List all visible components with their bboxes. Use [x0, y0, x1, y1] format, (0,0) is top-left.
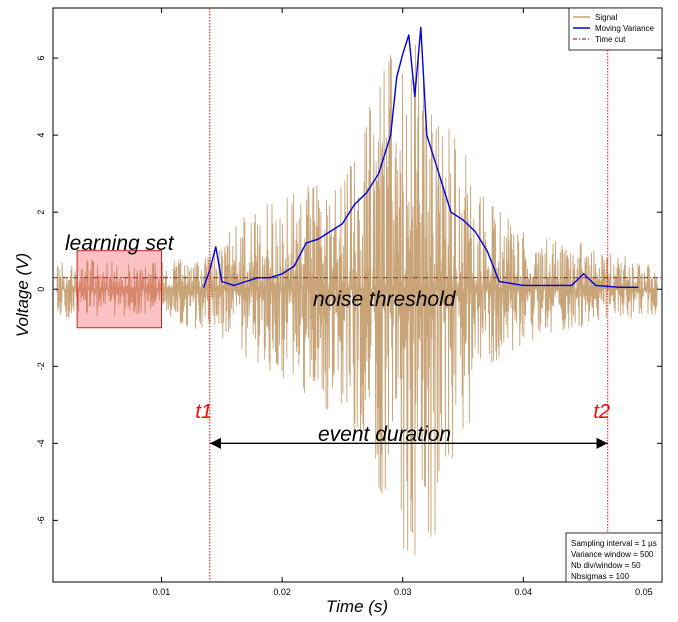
axis-ticks: 0.01 0.02 0.03 0.04 0.05 -6 -4 -2 0 2 4 6	[36, 8, 662, 597]
event-duration-label: event duration	[318, 423, 451, 446]
y-tick-label: 2	[36, 210, 46, 215]
moving-variance-point	[221, 280, 223, 283]
moving-variance-point	[570, 284, 573, 286]
moving-variance-point	[305, 242, 307, 244]
moving-variance-point	[269, 277, 271, 279]
moving-variance-point	[353, 203, 356, 206]
legend: Signal Moving Variance Time cut	[568, 7, 663, 51]
moving-variance-point	[317, 238, 319, 240]
moving-variance-point	[462, 219, 464, 221]
learning-set-box	[76, 250, 163, 329]
y-tick-label: 0	[36, 287, 46, 292]
info-box: Sampling interval = 1 µs Variance window…	[565, 532, 663, 583]
moving-variance-point	[257, 277, 259, 279]
x-tick-label: 0.03	[394, 587, 412, 597]
noise-threshold-label: noise threshold	[313, 288, 457, 311]
moving-variance-point	[583, 273, 585, 275]
marker-label-t1: t1	[195, 401, 212, 423]
moving-variance-point	[546, 284, 549, 286]
y-tick-label: -2	[36, 362, 46, 370]
learning-set-label: learning set	[65, 232, 175, 255]
info-variance-window: Variance window = 500	[571, 550, 654, 559]
info-nbsigmas: Nbsigmas = 100	[571, 572, 630, 581]
y-tick-label: 4	[36, 133, 46, 138]
moving-variance-point	[341, 223, 344, 225]
moving-variance-line	[203, 27, 638, 288]
moving-variance-point	[396, 76, 398, 78]
plot-frame	[52, 7, 663, 583]
marker-label-t2: t2	[593, 401, 610, 423]
moving-variance-point	[378, 173, 380, 175]
moving-variance-point	[329, 230, 331, 233]
moving-variance-point	[486, 250, 488, 252]
moving-variance-point	[522, 284, 524, 286]
moving-variance-point	[293, 265, 295, 267]
moving-variance-point	[438, 173, 440, 175]
legend-label-time-cut: Time cut	[595, 35, 626, 44]
moving-variance-point	[619, 286, 621, 288]
moving-variance-point	[637, 286, 639, 288]
moving-variance-point	[450, 211, 452, 213]
x-tick-label: 0.01	[153, 587, 171, 597]
x-tick-label: 0.05	[635, 587, 653, 597]
y-tick-label: -6	[36, 516, 46, 524]
legend-label-signal: Signal	[595, 13, 617, 22]
moving-variance-point	[474, 230, 476, 233]
x-axis-title: Time (s)	[326, 597, 388, 616]
moving-variance-point	[498, 280, 500, 283]
info-box-frame	[565, 532, 663, 583]
moving-variance-point	[414, 96, 416, 98]
moving-variance-point	[402, 53, 404, 55]
moving-variance-point	[426, 134, 428, 136]
x-tick-label: 0.04	[515, 587, 533, 597]
moving-variance-point	[390, 134, 392, 136]
moving-variance-point	[365, 192, 368, 194]
moving-variance-point	[245, 280, 247, 283]
moving-variance-point	[408, 34, 410, 36]
info-sampling-interval: Sampling interval = 1 µs	[571, 539, 657, 548]
moving-variance-point	[233, 284, 235, 286]
moving-variance-point	[420, 26, 422, 28]
moving-variance-point	[595, 284, 597, 286]
y-axis-title: Voltage (V)	[13, 253, 32, 337]
moving-variance-point	[203, 286, 205, 288]
moving-variance-point	[215, 246, 217, 248]
x-tick-label: 0.02	[273, 587, 291, 597]
moving-variance-point	[281, 273, 283, 275]
info-nb-div-window: Nb div/window = 50	[571, 561, 641, 570]
y-tick-label: 6	[36, 56, 46, 61]
legend-box	[568, 7, 663, 51]
y-tick-label: -4	[36, 439, 46, 447]
legend-label-moving-variance: Moving Variance	[595, 24, 655, 33]
